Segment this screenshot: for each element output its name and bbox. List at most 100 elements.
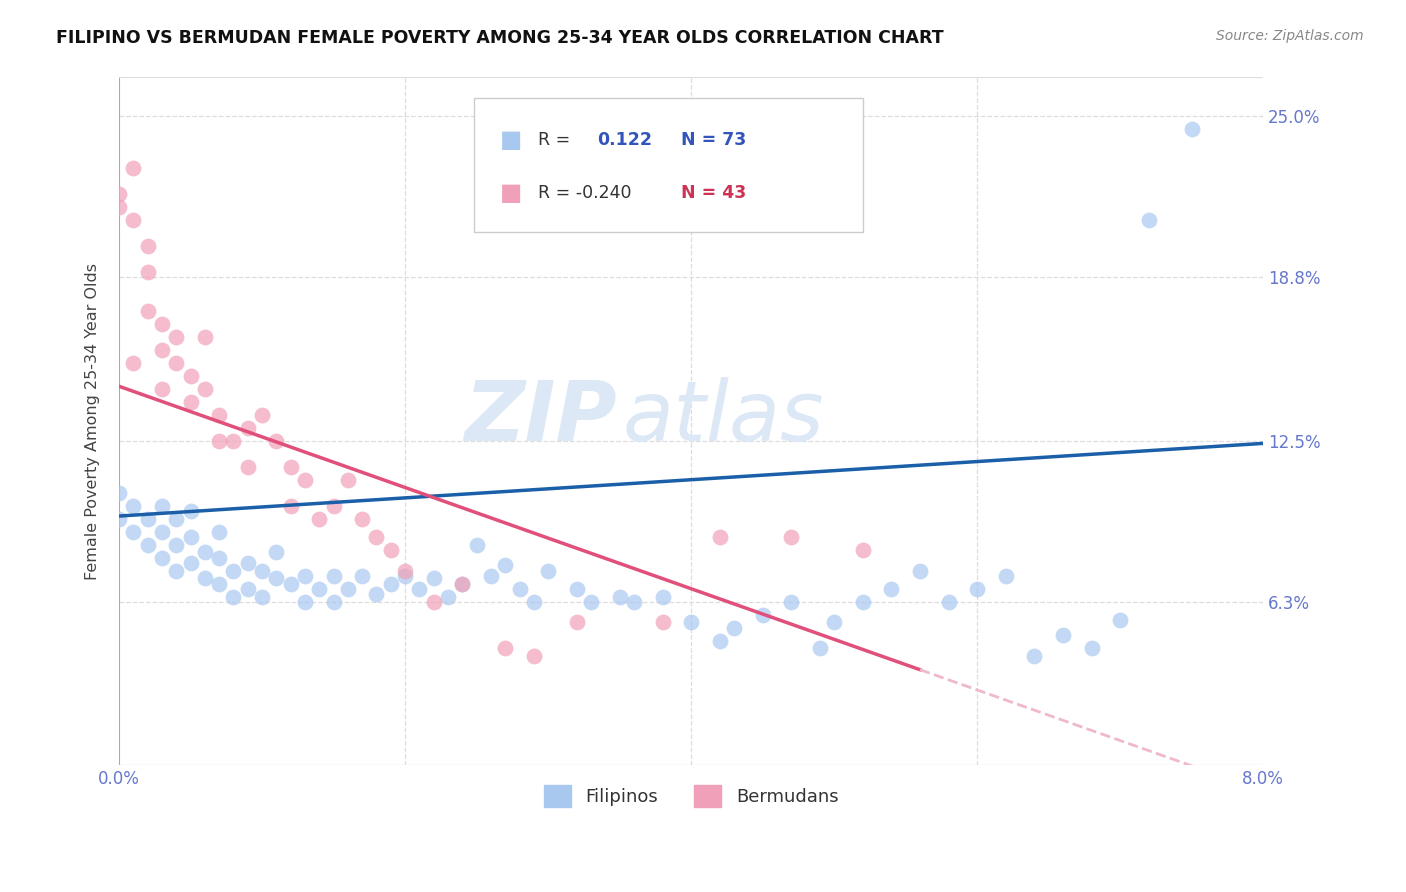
Point: [136, 511, 159, 525]
Point: [565, 582, 588, 596]
Text: FILIPINO VS BERMUDAN FEMALE POVERTY AMONG 25-34 YEAR OLDS CORRELATION CHART: FILIPINO VS BERMUDAN FEMALE POVERTY AMON…: [56, 29, 943, 46]
Point: [1052, 628, 1074, 642]
Point: [523, 649, 546, 664]
Point: [194, 330, 217, 344]
Point: [352, 511, 374, 525]
Point: [208, 576, 231, 591]
Point: [908, 564, 931, 578]
Point: [208, 434, 231, 448]
Text: N = 43: N = 43: [681, 184, 747, 202]
Point: [494, 641, 516, 656]
Point: [150, 524, 173, 539]
Point: [352, 568, 374, 582]
Point: [250, 564, 273, 578]
Point: [108, 200, 131, 214]
Y-axis label: Female Poverty Among 25-34 Year Olds: Female Poverty Among 25-34 Year Olds: [86, 263, 100, 580]
Point: [723, 621, 745, 635]
Point: [122, 356, 145, 370]
Point: [208, 408, 231, 422]
Point: [852, 595, 875, 609]
Point: [508, 582, 530, 596]
Text: Source: ZipAtlas.com: Source: ZipAtlas.com: [1216, 29, 1364, 43]
Point: [366, 530, 388, 544]
Point: [451, 576, 474, 591]
Point: [122, 499, 145, 513]
Point: [681, 615, 703, 630]
Point: [122, 524, 145, 539]
Point: [880, 582, 903, 596]
Point: [294, 568, 316, 582]
Point: [336, 582, 359, 596]
Point: [194, 571, 217, 585]
Point: [623, 595, 645, 609]
Point: [250, 408, 273, 422]
Point: [709, 633, 731, 648]
Text: ■: ■: [501, 128, 523, 152]
Point: [322, 568, 344, 582]
Point: [165, 330, 187, 344]
Point: [308, 511, 330, 525]
Point: [1109, 613, 1132, 627]
Point: [222, 590, 245, 604]
Point: [751, 607, 773, 622]
Point: [479, 568, 502, 582]
Point: [194, 545, 217, 559]
FancyBboxPatch shape: [474, 98, 863, 232]
Point: [294, 595, 316, 609]
Point: [394, 568, 416, 582]
Point: [709, 530, 731, 544]
Point: [322, 595, 344, 609]
Point: [236, 421, 259, 435]
Text: ■: ■: [501, 181, 523, 205]
Point: [136, 265, 159, 279]
Point: [651, 590, 673, 604]
Point: [808, 641, 831, 656]
Point: [565, 615, 588, 630]
Text: atlas: atlas: [623, 377, 824, 458]
Point: [1080, 641, 1102, 656]
Point: [136, 538, 159, 552]
Point: [266, 571, 288, 585]
Point: [180, 504, 202, 518]
Point: [194, 382, 217, 396]
Text: 0.122: 0.122: [598, 131, 652, 149]
Text: N = 73: N = 73: [681, 131, 747, 149]
Text: R =: R =: [538, 131, 569, 149]
Point: [579, 595, 602, 609]
Point: [966, 582, 988, 596]
Point: [1024, 649, 1046, 664]
Point: [336, 473, 359, 487]
Point: [1181, 122, 1204, 136]
Point: [380, 576, 402, 591]
Point: [165, 356, 187, 370]
Point: [422, 595, 444, 609]
Point: [451, 576, 474, 591]
Point: [280, 499, 302, 513]
Point: [222, 434, 245, 448]
Point: [994, 568, 1017, 582]
Point: [537, 564, 560, 578]
Point: [222, 564, 245, 578]
Point: [465, 538, 488, 552]
Text: R = -0.240: R = -0.240: [538, 184, 631, 202]
Point: [236, 459, 259, 474]
Point: [780, 530, 803, 544]
Point: [150, 550, 173, 565]
Point: [494, 558, 516, 573]
Point: [165, 538, 187, 552]
Point: [280, 459, 302, 474]
Point: [852, 542, 875, 557]
Point: [938, 595, 960, 609]
Point: [380, 542, 402, 557]
Point: [280, 576, 302, 591]
Point: [108, 187, 131, 202]
Point: [408, 582, 430, 596]
Point: [208, 524, 231, 539]
Point: [366, 587, 388, 601]
Point: [437, 590, 460, 604]
Legend: Filipinos, Bermudans: Filipinos, Bermudans: [537, 778, 845, 814]
Point: [308, 582, 330, 596]
Point: [394, 564, 416, 578]
Point: [266, 434, 288, 448]
Point: [250, 590, 273, 604]
